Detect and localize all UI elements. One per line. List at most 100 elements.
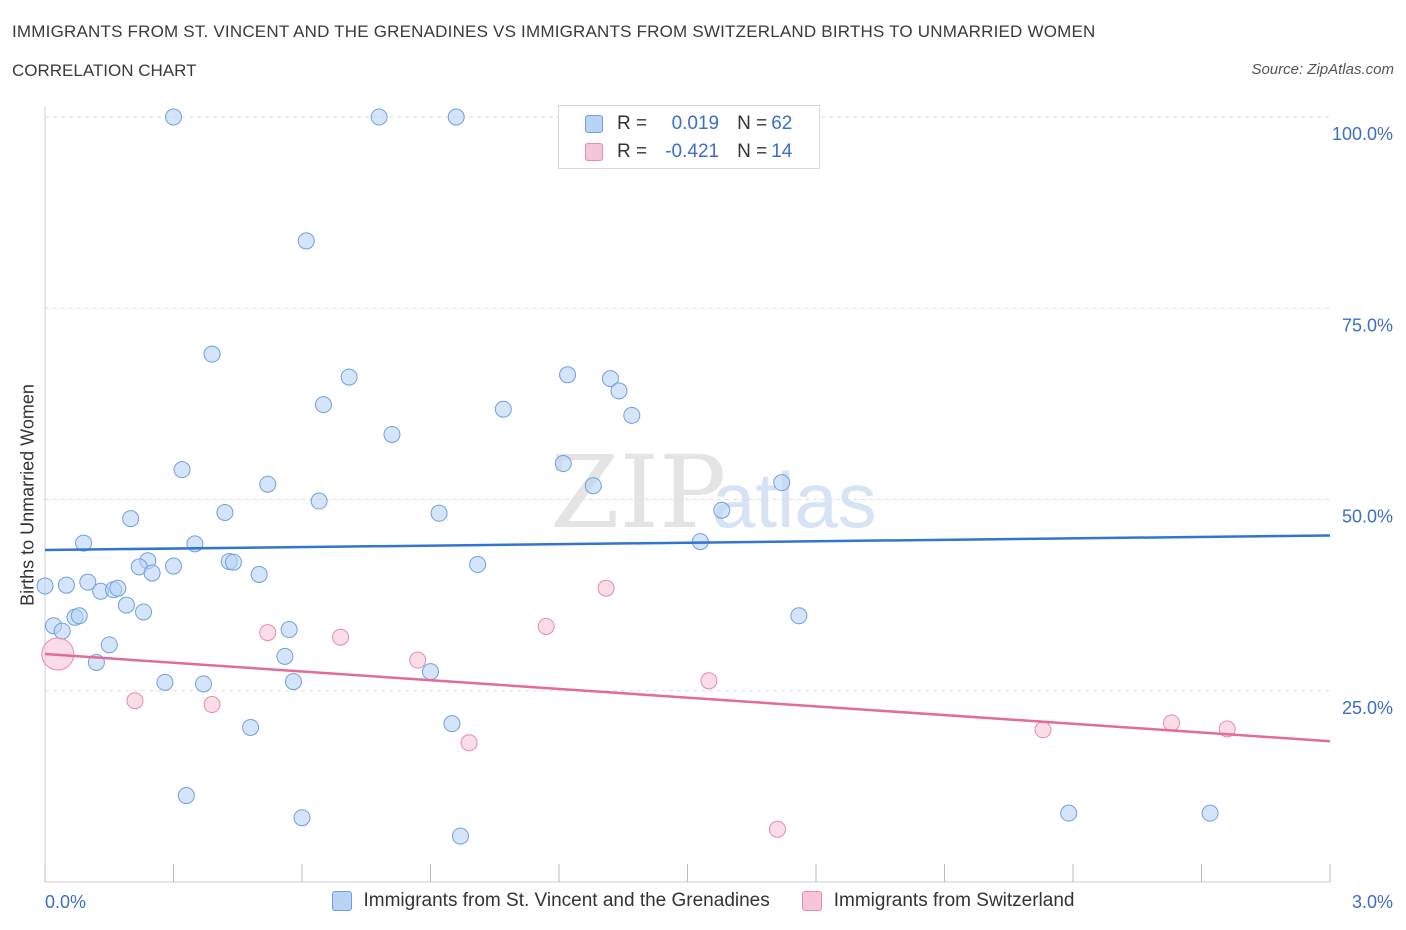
series-legend-item-pink: Immigrants from Switzerland — [801, 890, 1075, 912]
data-point-blue — [430, 504, 448, 522]
chart-title: IMMIGRANTS FROM ST. VINCENT AND THE GREN… — [12, 22, 1096, 41]
data-point-blue — [57, 576, 75, 594]
legend-n-value-pink: 14 — [771, 141, 793, 162]
trend-lines — [44, 534, 1331, 743]
data-point-pink — [332, 628, 350, 646]
data-point-blue — [122, 510, 140, 528]
data-point-blue — [100, 636, 118, 654]
data-point-blue — [70, 607, 88, 625]
data-point-pink — [259, 624, 277, 642]
legend-n-label: N = — [737, 113, 768, 134]
data-point-blue — [370, 108, 388, 126]
legend-swatch-blue — [585, 115, 603, 133]
x-tick-label: 3.0% — [1352, 892, 1393, 912]
data-point-blue — [117, 596, 135, 614]
data-point-blue — [340, 368, 358, 386]
y-tick-label: 25.0% — [1342, 698, 1393, 718]
data-point-blue — [143, 564, 161, 582]
grid-lines — [45, 116, 1330, 692]
data-point-blue — [443, 715, 461, 733]
data-point-blue — [773, 474, 791, 492]
data-point-blue — [1060, 804, 1078, 822]
data-point-blue — [36, 577, 54, 595]
data-point-blue — [314, 396, 332, 414]
trend-line-pink — [44, 652, 1331, 743]
data-point-pink — [460, 734, 478, 752]
y-tick-label: 50.0% — [1342, 507, 1393, 527]
data-point-pink — [700, 672, 718, 690]
data-point-pink — [1034, 721, 1052, 739]
data-point-blue — [422, 663, 439, 681]
data-point-blue — [173, 461, 191, 479]
legend-row-pink: R = -0.421 N = 14 — [585, 139, 792, 165]
data-point-blue — [177, 787, 195, 805]
y-axis-label: Births to Unmarried Women — [17, 384, 38, 606]
data-point-blue — [276, 647, 294, 665]
x-tick-label: 0.0% — [45, 892, 86, 912]
data-point-blue — [250, 565, 268, 583]
tick-labels: 25.0% 50.0% 75.0% 100.0% 0.0% 3.0% — [45, 124, 1393, 912]
y-tick-label: 75.0% — [1342, 315, 1393, 335]
data-point-blue — [623, 406, 641, 424]
data-point-blue — [242, 718, 260, 736]
data-point-blue — [53, 622, 71, 640]
data-point-blue — [383, 425, 401, 443]
data-point-blue — [494, 400, 512, 418]
data-point-blue — [79, 573, 97, 591]
series-swatch-blue — [331, 891, 352, 911]
data-point-blue — [224, 553, 242, 571]
data-point-blue — [790, 607, 808, 625]
data-point-blue — [469, 556, 487, 574]
data-point-blue — [165, 557, 182, 575]
data-point-blue — [156, 673, 174, 691]
source-label: Source: ZipAtlas.com — [1251, 61, 1394, 78]
data-point-blue — [713, 501, 731, 519]
legend-r-label: R = — [617, 113, 648, 134]
data-point-pink — [409, 651, 427, 669]
data-point-blue — [447, 108, 465, 126]
data-point-blue — [203, 345, 221, 363]
data-point-pink — [597, 579, 615, 597]
series-legend: Immigrants from St. Vincent and the Gren… — [0, 890, 1406, 912]
legend-r-label: R = — [617, 141, 648, 162]
data-point-blue — [280, 621, 298, 639]
data-point-blue — [451, 827, 469, 845]
data-point-pink — [126, 692, 144, 710]
data-point-blue — [284, 673, 302, 691]
trend-line-blue — [44, 534, 1331, 552]
data-point-blue — [75, 534, 93, 552]
data-point-blue — [293, 809, 311, 827]
legend-r-value-blue: 0.019 — [671, 113, 720, 134]
series-swatch-pink — [801, 891, 822, 911]
data-point-blue — [1201, 804, 1219, 822]
data-point-blue — [310, 492, 328, 510]
series-label-pink: Immigrants from Switzerland — [833, 890, 1075, 911]
series-legend-item-blue: Immigrants from St. Vincent and the Gren… — [331, 890, 770, 912]
data-point-blue — [259, 475, 277, 493]
data-point-pink — [537, 617, 555, 635]
data-points — [36, 108, 1236, 845]
data-point-blue — [584, 477, 602, 495]
data-point-blue — [109, 579, 127, 597]
watermark: ZIP atlas — [550, 434, 877, 551]
legend-r-value-pink: -0.421 — [665, 141, 720, 162]
axes — [44, 107, 1331, 883]
legend-n-value-blue: 62 — [771, 113, 793, 134]
stats-legend: R = 0.019 N = 62 R = -0.421 N = 14 — [558, 105, 820, 169]
watermark-atlas: atlas — [712, 456, 877, 544]
data-point-pink — [203, 696, 221, 714]
data-point-blue — [554, 455, 572, 473]
data-point-blue — [601, 370, 619, 388]
data-point-pink — [768, 820, 786, 838]
series-label-blue: Immigrants from St. Vincent and the Gren… — [363, 890, 770, 911]
data-point-blue — [216, 504, 234, 522]
data-point-blue — [559, 366, 577, 384]
chart-subtitle: CORRELATION CHART — [12, 61, 197, 80]
data-point-blue — [165, 108, 182, 126]
y-tick-label: 100.0% — [1332, 124, 1393, 144]
legend-n-label: N = — [737, 141, 768, 162]
legend-row-blue: R = 0.019 N = 62 — [585, 111, 792, 137]
data-point-blue — [194, 675, 212, 693]
data-point-blue — [135, 603, 153, 621]
